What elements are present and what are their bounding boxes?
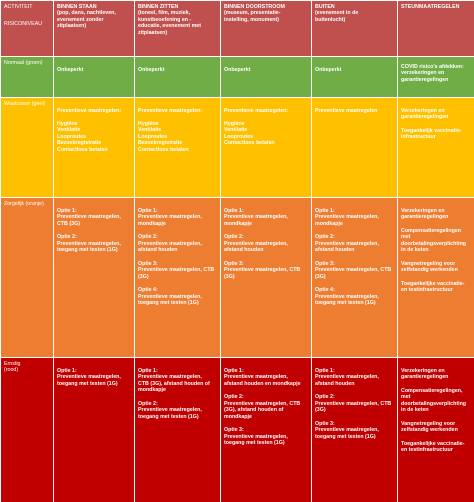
cell-weakened-indoor-seated: Preventieve maatregelen: Hygiëne Ventila… — [134, 97, 221, 198]
risk-level-label: Waakzaam (geel) — [0, 97, 54, 198]
cell-weakened-indoor-flow: Preventieve maatregelen: Hygiëne Ventila… — [220, 97, 312, 198]
header-indoor-flow: BINNEN DOORSTROOM (museum, presentatie- … — [220, 0, 312, 57]
header-activity-risk-cell: ACTIVITEIT RISICONIVEAU — [0, 0, 54, 57]
row-weakened: Waakzaam (geel) Preventieve maatregelen:… — [0, 97, 474, 198]
header-row: ACTIVITEIT RISICONIVEAU BINNEN STAAN (po… — [0, 0, 474, 57]
row-severe: Ernstig (rood) Optie 1: Preventieve maat… — [0, 357, 474, 502]
cell-severe-indoor-flow: Optie 1: Preventieve maatregelen, afstan… — [220, 357, 312, 502]
header-activity-label: ACTIVITEIT — [4, 4, 33, 10]
risk-level-label: Ernstig (rood) — [0, 357, 54, 502]
cell-worrying-indoor-flow: Optie 1: Preventieve maatregelen, mondka… — [220, 197, 312, 358]
risk-level-label: Zorgelijk (oranje) — [0, 197, 54, 358]
cell-weakened-support: Verzekeringen en garantieregelingen Toeg… — [397, 97, 474, 198]
header-support-measures: STEUNMAATREGELEN — [397, 0, 474, 57]
risk-level-label: Normaal (groen) — [0, 56, 54, 98]
cell-normal-support: COVID risico’s afdekken: verzekeringen e… — [397, 56, 474, 98]
cell-severe-indoor-seated: Optie 1: Preventieve maatregelen, CTB (3… — [134, 357, 221, 502]
cell-weakened-indoor-standing: Preventieve maatregelen: Hygiëne Ventila… — [53, 97, 135, 198]
cell-worrying-outdoor: Optie 1: Preventieve maatregelen, mondka… — [311, 197, 398, 358]
header-indoor-standing: BINNEN STAAN (pop, dans, nachtleven, eve… — [53, 0, 135, 57]
header-indoor-seated: BINNEN ZITTEN (toneel, film, muziek, kun… — [134, 0, 221, 57]
cell-normal-indoor-standing: Onbeperkt — [53, 56, 135, 98]
cell-normal-outdoor: Onbeperkt — [311, 56, 398, 98]
cell-worrying-indoor-standing: Optie 1: Preventieve maatregelen, CTB (3… — [53, 197, 135, 358]
row-normal: Normaal (groen) Onbeperkt Onbeperkt Onbe… — [0, 56, 474, 98]
row-worrying: Zorgelijk (oranje) Optie 1: Preventieve … — [0, 197, 474, 358]
header-outdoor: BUITEN (evenement in de buitenlucht) — [311, 0, 398, 57]
cell-weakened-outdoor: Preventieve maatregelen — [311, 97, 398, 198]
cell-normal-indoor-flow: Onbeperkt — [220, 56, 312, 98]
cell-severe-support: Verzekeringen en garantieregelingen Comp… — [397, 357, 474, 502]
cell-worrying-indoor-seated: Optie 1: Preventieve maatregelen, mondka… — [134, 197, 221, 358]
cell-normal-indoor-seated: Onbeperkt — [134, 56, 221, 98]
header-risk-level-label: RISICONIVEAU — [4, 21, 42, 28]
cell-worrying-support: Verzekeringen en garantieregelingen Comp… — [397, 197, 474, 358]
cell-severe-outdoor: Optie 1: Preventieve maatregelen, afstan… — [311, 357, 398, 502]
cell-severe-indoor-standing: Optie 1: Preventieve maatregelen, toegan… — [53, 357, 135, 502]
